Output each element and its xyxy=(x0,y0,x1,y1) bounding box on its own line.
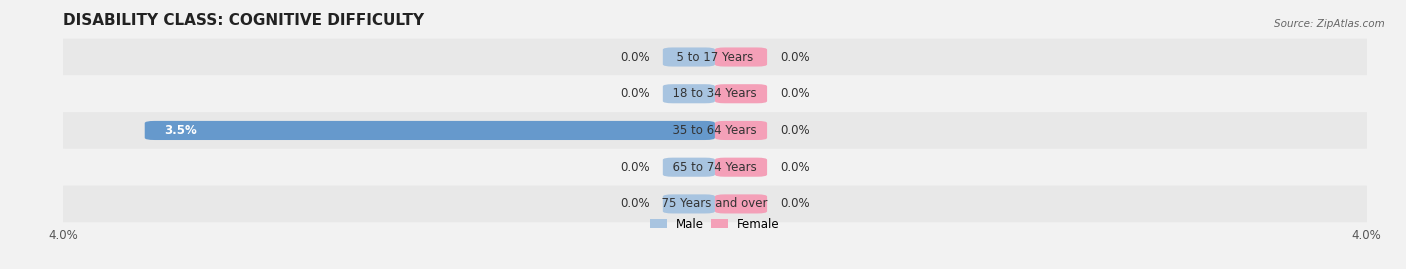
Text: 5 to 17 Years: 5 to 17 Years xyxy=(669,51,761,63)
FancyBboxPatch shape xyxy=(46,112,1384,149)
FancyBboxPatch shape xyxy=(662,84,716,103)
Text: 0.0%: 0.0% xyxy=(620,197,650,210)
Text: 18 to 34 Years: 18 to 34 Years xyxy=(665,87,765,100)
FancyBboxPatch shape xyxy=(46,39,1384,75)
Text: 35 to 64 Years: 35 to 64 Years xyxy=(665,124,765,137)
Text: DISABILITY CLASS: COGNITIVE DIFFICULTY: DISABILITY CLASS: COGNITIVE DIFFICULTY xyxy=(63,13,425,28)
Text: 65 to 74 Years: 65 to 74 Years xyxy=(665,161,765,174)
Text: 0.0%: 0.0% xyxy=(780,197,810,210)
Text: 75 Years and over: 75 Years and over xyxy=(654,197,776,210)
Text: 3.5%: 3.5% xyxy=(165,124,197,137)
FancyBboxPatch shape xyxy=(716,194,768,214)
FancyBboxPatch shape xyxy=(145,121,716,140)
FancyBboxPatch shape xyxy=(662,158,716,177)
FancyBboxPatch shape xyxy=(716,121,768,140)
FancyBboxPatch shape xyxy=(716,47,768,66)
Text: 0.0%: 0.0% xyxy=(620,87,650,100)
Text: 0.0%: 0.0% xyxy=(780,87,810,100)
Text: 0.0%: 0.0% xyxy=(780,51,810,63)
Legend: Male, Female: Male, Female xyxy=(645,213,785,235)
FancyBboxPatch shape xyxy=(46,149,1384,186)
FancyBboxPatch shape xyxy=(662,194,716,214)
Text: 0.0%: 0.0% xyxy=(620,51,650,63)
FancyBboxPatch shape xyxy=(716,84,768,103)
Text: 0.0%: 0.0% xyxy=(620,161,650,174)
FancyBboxPatch shape xyxy=(716,158,768,177)
FancyBboxPatch shape xyxy=(46,186,1384,222)
Text: Source: ZipAtlas.com: Source: ZipAtlas.com xyxy=(1274,19,1385,29)
FancyBboxPatch shape xyxy=(46,75,1384,112)
FancyBboxPatch shape xyxy=(662,47,716,66)
Text: 0.0%: 0.0% xyxy=(780,124,810,137)
Text: 0.0%: 0.0% xyxy=(780,161,810,174)
